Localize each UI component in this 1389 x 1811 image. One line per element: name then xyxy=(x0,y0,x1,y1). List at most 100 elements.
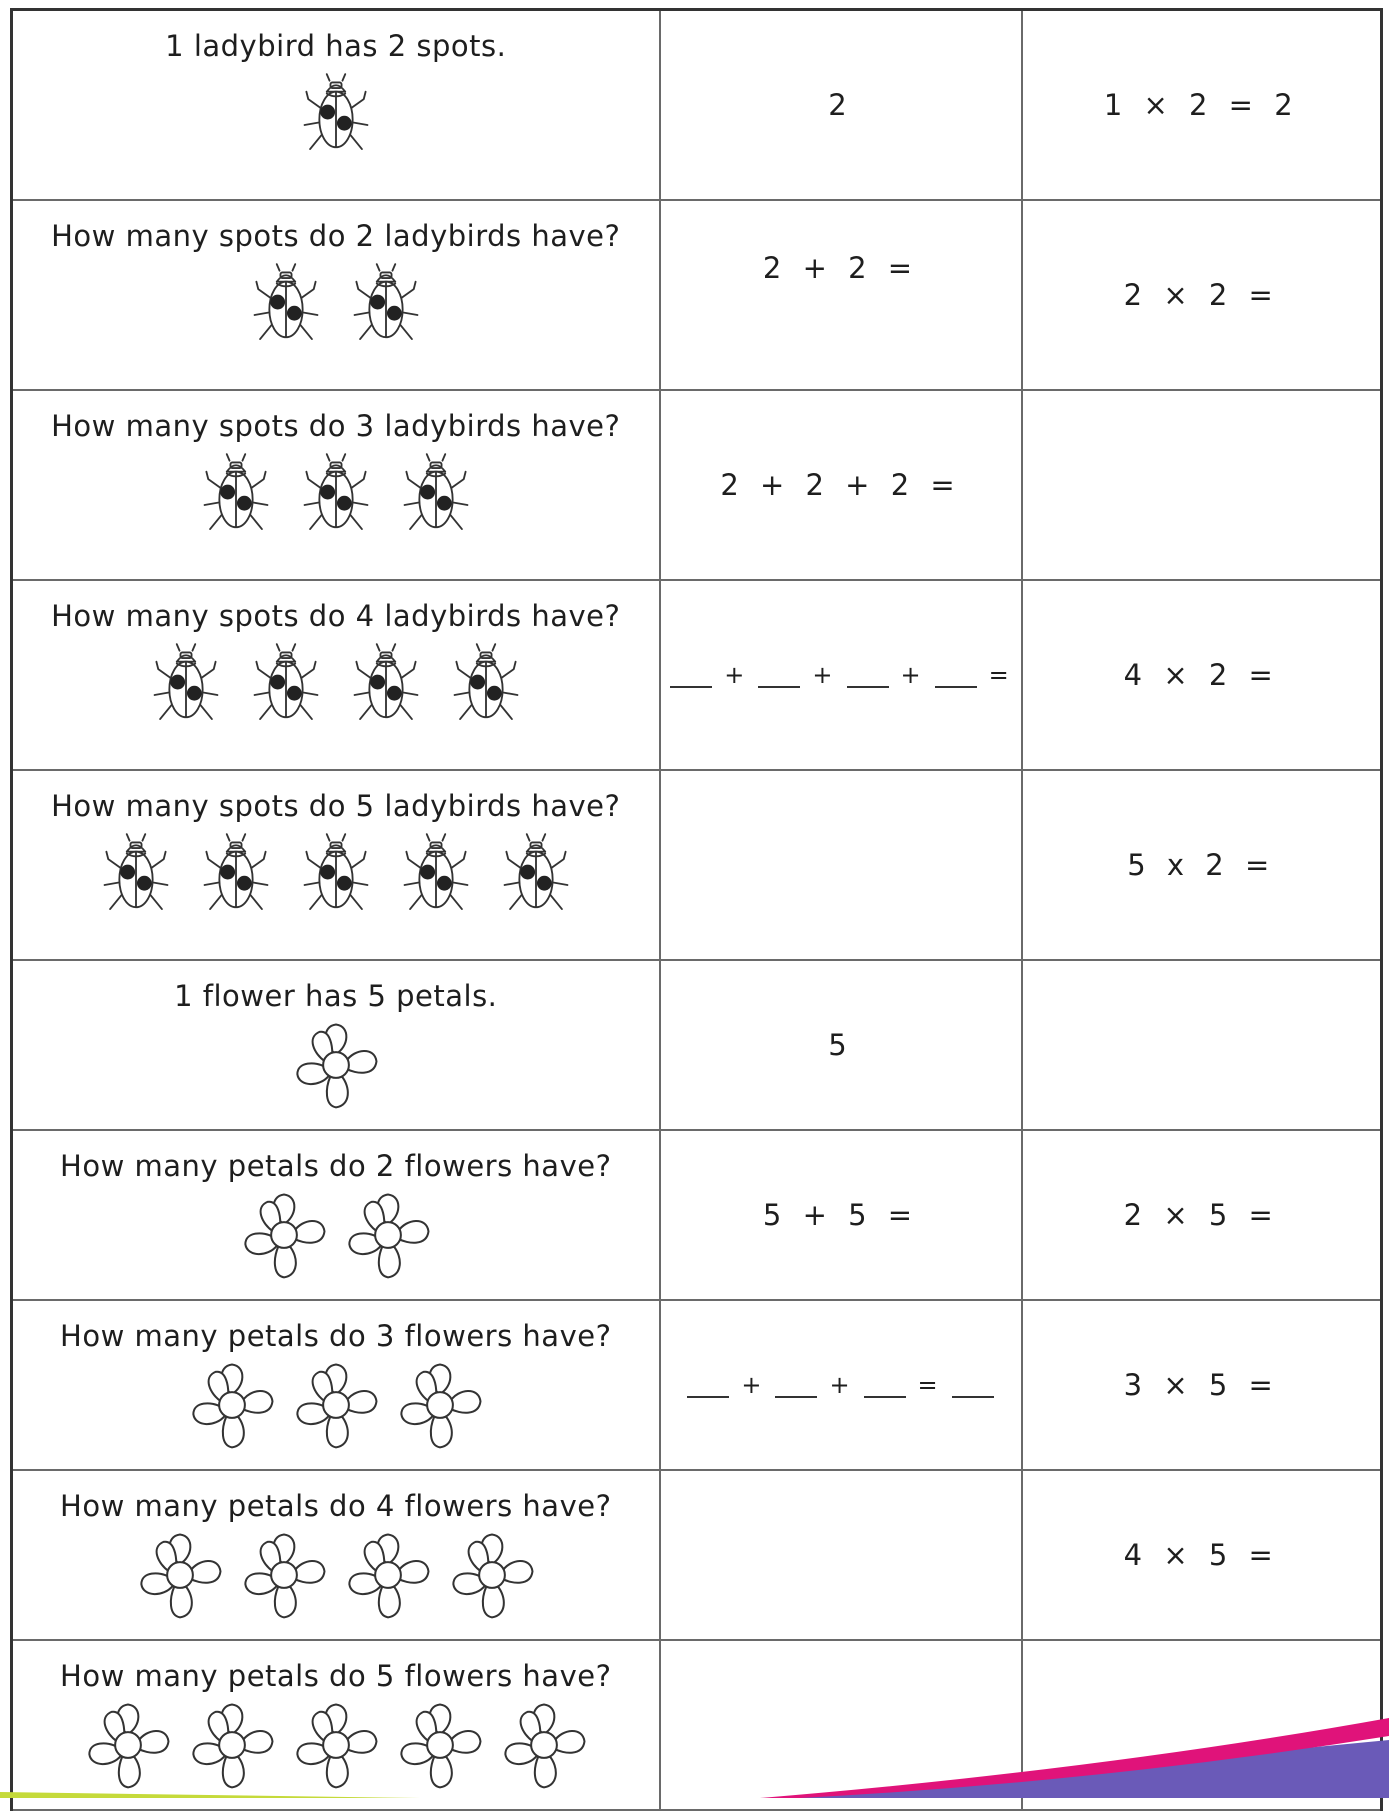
multiplication-sentence xyxy=(1023,961,1381,1129)
answer-blank[interactable] xyxy=(951,1372,994,1398)
flower-icon xyxy=(134,1529,226,1621)
multiplication-cell[interactable]: 2 × 2 = xyxy=(1020,198,1383,391)
addition-sentence: 5 + 5 = xyxy=(762,1197,919,1232)
flower-icon xyxy=(186,1699,278,1791)
multiplication-sentence: 1 × 2 = 2 xyxy=(1103,87,1299,122)
worksheet-row: How many spots do 3 ladybirds have? 2 + 2… xyxy=(10,388,1383,581)
addition-cell[interactable] xyxy=(658,1468,1023,1641)
addition-sentence: + + = xyxy=(661,1301,1021,1469)
answer-blank[interactable] xyxy=(934,662,977,688)
ladybird-icon xyxy=(399,831,473,915)
addition-cell[interactable] xyxy=(658,768,1023,961)
multiplication-sentence: 4 × 5 = xyxy=(1123,1537,1279,1572)
answer-blank[interactable] xyxy=(846,662,889,688)
operator-symbol: + xyxy=(812,660,835,689)
operator-symbol: + xyxy=(900,660,923,689)
question-text: How many spots do 5 ladybirds have? xyxy=(51,788,621,823)
addition-sentence: 2 + 2 + 2 = xyxy=(720,467,961,502)
worksheet-row: How many petals do 5 flowers have? xyxy=(10,1638,1383,1811)
addition-sentence xyxy=(661,1641,1021,1809)
multiplication-sentence: 2 × 2 = xyxy=(1123,277,1279,312)
ladybird-icon xyxy=(399,451,473,535)
question-text: How many spots do 2 ladybirds have? xyxy=(51,218,621,253)
flower-icon xyxy=(446,1529,538,1621)
multiplication-cell[interactable]: 3 × 5 = xyxy=(1020,1298,1383,1471)
answer-blank[interactable] xyxy=(775,1372,818,1398)
ladybird-icon xyxy=(499,831,573,915)
ladybird-icon xyxy=(349,261,423,345)
ladybird-icon xyxy=(299,451,373,535)
question-cell: How many petals do 2 flowers have? xyxy=(10,1128,661,1301)
question-cell: How many spots do 5 ladybirds have? xyxy=(10,768,661,961)
answer-blank[interactable] xyxy=(863,1372,906,1398)
operator-symbol: = xyxy=(917,1370,940,1399)
addition-cell[interactable] xyxy=(658,1638,1023,1811)
question-cell: How many spots do 2 ladybirds have? xyxy=(10,198,661,391)
picture-group xyxy=(13,1019,659,1111)
question-cell: 1 flower has 5 petals. xyxy=(10,958,661,1131)
multiplication-sentence: 3 × 5 = xyxy=(1123,1367,1279,1402)
addition-cell[interactable]: 2 + 2 + 2 = xyxy=(658,388,1023,581)
multiplication-cell[interactable]: 5 x 2 = xyxy=(1020,768,1383,961)
flower-icon xyxy=(342,1189,434,1281)
ladybird-icon xyxy=(199,831,273,915)
question-text: How many spots do 4 ladybirds have? xyxy=(51,598,621,633)
answer-blank[interactable] xyxy=(670,662,713,688)
worksheet-row: How many spots do 4 ladybirds have? + + + = 4… xyxy=(10,578,1383,771)
answer-blank[interactable] xyxy=(758,662,801,688)
picture-group xyxy=(13,71,659,155)
multiplication-cell[interactable]: 2 × 5 = xyxy=(1020,1128,1383,1301)
addition-sentence: 2 + 2 = xyxy=(762,250,919,285)
multiplication-sentence xyxy=(1023,1641,1381,1809)
ladybird-icon xyxy=(99,831,173,915)
flower-icon xyxy=(290,1019,382,1111)
multiplication-cell[interactable]: 4 × 5 = xyxy=(1020,1468,1383,1641)
ladybird-icon xyxy=(249,641,323,725)
picture-group xyxy=(13,831,659,915)
flower-icon xyxy=(290,1359,382,1451)
addition-cell[interactable]: + + + = xyxy=(658,578,1023,771)
flower-icon xyxy=(498,1699,590,1791)
addition-sentence xyxy=(661,771,1021,959)
addition-sentence xyxy=(661,1471,1021,1639)
addition-cell[interactable]: + + = xyxy=(658,1298,1023,1471)
question-cell: How many petals do 4 flowers have? xyxy=(10,1468,661,1641)
worksheet-row: How many petals do 4 flowers have? 4 × 5 … xyxy=(10,1468,1383,1641)
multiplication-cell[interactable] xyxy=(1020,388,1383,581)
flower-icon xyxy=(394,1359,486,1451)
question-cell: How many petals do 5 flowers have? xyxy=(10,1638,661,1811)
multiplication-cell[interactable] xyxy=(1020,958,1383,1131)
multiplication-sentence: 5 x 2 = xyxy=(1127,847,1276,882)
picture-group xyxy=(13,641,659,725)
worksheet-table: 1 ladybird has 2 spots. 2 1 × 2 = 2 How man… xyxy=(10,8,1383,1811)
question-text: How many petals do 3 flowers have? xyxy=(60,1318,612,1353)
ladybird-icon xyxy=(449,641,523,725)
multiplication-sentence: 4 × 2 = xyxy=(1123,657,1279,692)
question-text: How many petals do 4 flowers have? xyxy=(60,1488,612,1523)
multiplication-cell[interactable]: 4 × 2 = xyxy=(1020,578,1383,771)
ladybird-icon xyxy=(299,831,373,915)
addition-cell[interactable]: 2 + 2 = xyxy=(658,198,1023,391)
flower-icon xyxy=(238,1189,330,1281)
question-text: How many petals do 5 flowers have? xyxy=(60,1658,612,1693)
picture-group xyxy=(13,451,659,535)
operator-symbol: + xyxy=(741,1370,764,1399)
worksheet-row: How many spots do 5 ladybirds have? 5 x 2… xyxy=(10,768,1383,961)
answer-blank[interactable] xyxy=(687,1372,730,1398)
flower-icon xyxy=(290,1699,382,1791)
operator-symbol: + xyxy=(724,660,747,689)
question-text: 1 flower has 5 petals. xyxy=(174,978,498,1013)
worksheet-row: How many petals do 2 flowers have? 5 + 5 … xyxy=(10,1128,1383,1301)
question-cell: How many spots do 3 ladybirds have? xyxy=(10,388,661,581)
addition-cell[interactable]: 2 xyxy=(658,8,1023,201)
operator-symbol: = xyxy=(988,660,1011,689)
addition-cell[interactable]: 5 xyxy=(658,958,1023,1131)
ladybird-icon xyxy=(249,261,323,345)
addition-cell[interactable]: 5 + 5 = xyxy=(658,1128,1023,1301)
picture-group xyxy=(13,1189,659,1281)
multiplication-cell[interactable]: 1 × 2 = 2 xyxy=(1020,8,1383,201)
multiplication-cell[interactable] xyxy=(1020,1638,1383,1811)
ladybird-icon xyxy=(149,641,223,725)
worksheet-row: How many spots do 2 ladybirds have? 2 + 2… xyxy=(10,198,1383,391)
picture-group xyxy=(13,261,659,345)
